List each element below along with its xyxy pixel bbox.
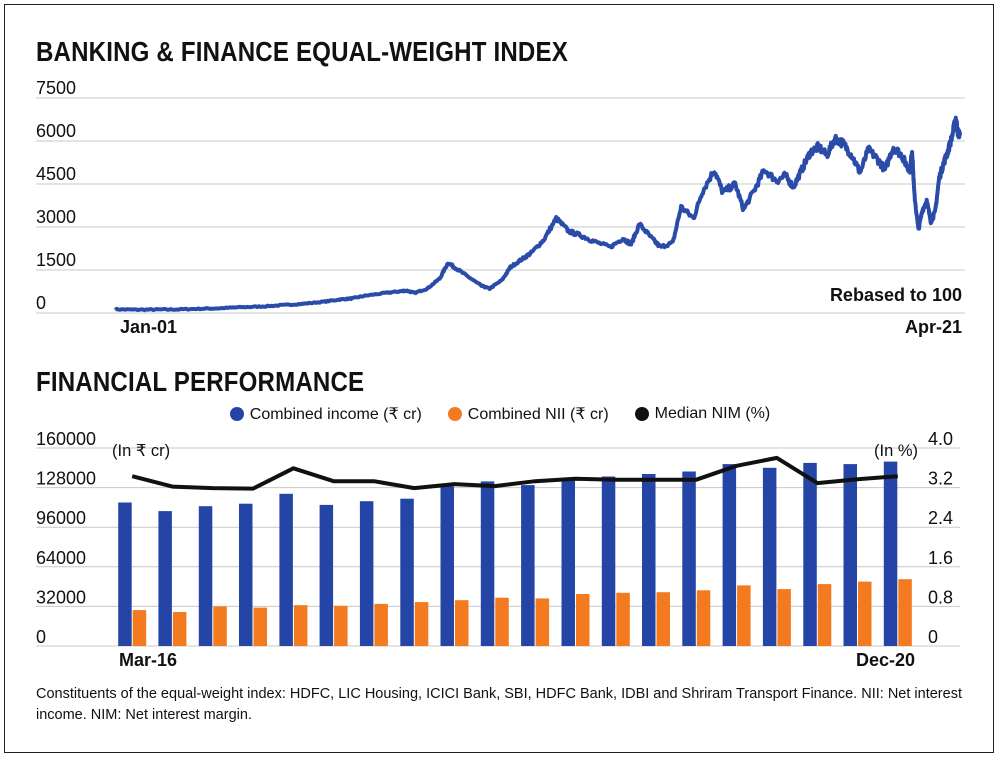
legend-swatch-nim [634, 407, 649, 421]
bar-combined-nii [817, 584, 832, 646]
nim-series-line [131, 455, 898, 491]
bar-combined-income [158, 511, 172, 646]
bar-combined-income [803, 462, 817, 646]
bar-combined-nii [414, 602, 429, 646]
y-tick-label: 1500 [36, 250, 76, 270]
rebased-annotation: Rebased to 100 [830, 285, 962, 305]
y-right-tick-label: 0.8 [928, 587, 953, 607]
bar-combined-income [601, 476, 616, 646]
legend-item-nii: Combined NII (₹ cr) [447, 404, 609, 424]
bar-combined-nii [777, 589, 791, 646]
bar-combined-income [440, 486, 454, 646]
bar-combined-income [642, 474, 656, 646]
y-left-tick-label: 96000 [36, 508, 86, 528]
legend-label-income: Combined income (₹ cr) [249, 406, 422, 423]
y-left-tick-label: 32000 [36, 587, 86, 607]
y-right-tick-label: 0 [928, 627, 938, 647]
index-series-line [113, 115, 962, 313]
bar-combined-nii [576, 594, 590, 646]
y-tick-label: 7500 [36, 78, 76, 98]
y-right-tick-label: 4.0 [928, 429, 953, 449]
bar-combined-income [521, 485, 535, 646]
bar-combined-nii [858, 581, 872, 646]
bar-combined-income [359, 501, 374, 646]
y-left-tick-label: 160000 [36, 429, 96, 449]
y-left-tick-label: 128000 [36, 469, 96, 489]
bar-combined-nii [535, 598, 550, 646]
bar-combined-income [480, 481, 495, 646]
bar-combined-nii [495, 597, 509, 646]
legend-label-nim: Median NIM (%) [654, 405, 771, 422]
bar-combined-income [843, 464, 857, 646]
legend: Combined income (₹ cr) Combined NII (₹ c… [0, 404, 1000, 424]
x-end-label: Dec-20 [856, 650, 915, 670]
bar-combined-income [762, 467, 777, 646]
bar-combined-income [198, 506, 213, 646]
y-right-tick-label: 1.6 [928, 548, 953, 568]
bar-combined-income [279, 493, 293, 646]
bar-combined-nii [172, 612, 187, 646]
y-tick-label: 3000 [36, 207, 76, 227]
y-tick-label: 4500 [36, 164, 76, 184]
bar-combined-nii [213, 606, 227, 646]
legend-item-nim: Median NIM (%) [634, 404, 771, 424]
y-right-tick-label: 3.2 [928, 469, 953, 489]
y-left-tick-label: 64000 [36, 548, 86, 568]
index-chart-title: BANKING & FINANCE EQUAL-WEIGHT INDEX [36, 36, 568, 67]
y-tick-label: 0 [36, 293, 46, 313]
y-tick-label: 6000 [36, 121, 76, 141]
legend-label-nii: Combined NII (₹ cr) [467, 406, 609, 423]
x-start-label: Mar-16 [119, 650, 177, 670]
performance-chart-title: FINANCIAL PERFORMANCE [36, 366, 365, 397]
bar-combined-nii [455, 600, 469, 646]
bar-combined-nii [656, 592, 670, 646]
bar-combined-nii [898, 579, 912, 646]
bar-combined-nii [696, 590, 711, 646]
legend-item-income: Combined income (₹ cr) [229, 404, 422, 424]
bar-combined-nii [334, 605, 348, 646]
bar-combined-income [682, 471, 696, 646]
bar-combined-income [561, 477, 575, 646]
bar-combined-income [722, 464, 737, 646]
bar-combined-nii [253, 607, 267, 646]
bar-combined-income [883, 461, 898, 646]
y-left-tick-label: 0 [36, 627, 46, 647]
performance-bar-chart: 0 32000 64000 96000 128000 160000 0 0.8 1.6 2.4 3… [36, 429, 960, 670]
index-line-chart: 0 1500 3000 4500 6000 7500 Rebased to 100 Jan… [36, 78, 965, 337]
legend-swatch-nii [447, 407, 462, 421]
footnote: Constituents of the equal-weight index: … [36, 686, 962, 723]
bar-combined-nii [374, 603, 388, 646]
bar-combined-nii [737, 585, 751, 646]
left-unit-label: (In ₹ cr) [112, 442, 170, 460]
bar-combined-income [400, 498, 414, 646]
bar-combined-nii [616, 592, 630, 646]
bar-combined-income [239, 503, 253, 646]
x-start-label: Jan-01 [120, 317, 177, 337]
legend-swatch-income [229, 407, 244, 421]
bar-combined-income [319, 504, 334, 646]
bar-combined-nii [132, 610, 147, 646]
bar-combined-nii [293, 605, 308, 646]
y-right-tick-label: 2.4 [928, 508, 953, 528]
x-end-label: Apr-21 [905, 317, 962, 337]
bar-combined-income [118, 502, 132, 646]
right-unit-label: (In %) [874, 442, 918, 460]
